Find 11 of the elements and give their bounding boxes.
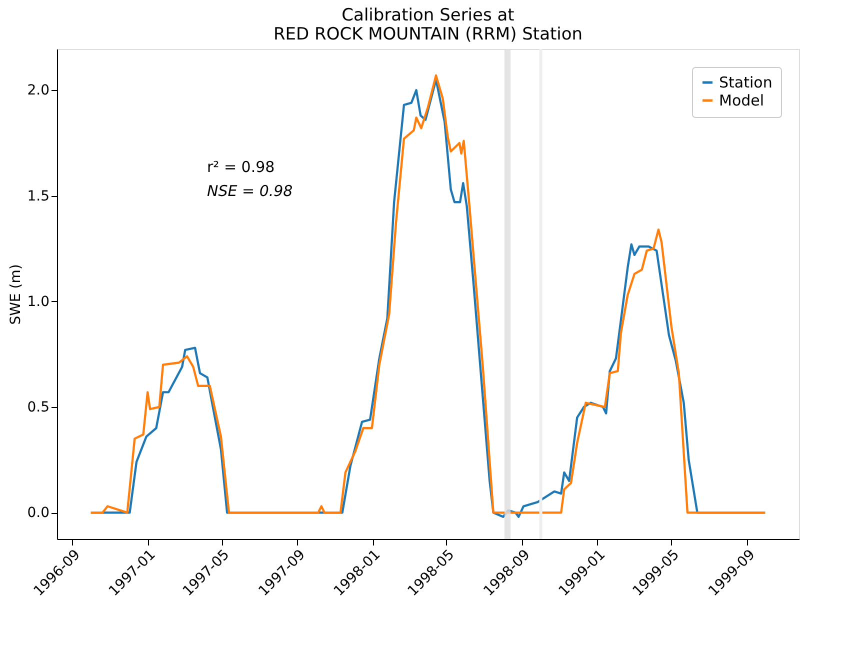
annotation: r² = 0.98 [207,158,275,176]
legend-label: Model [719,92,764,110]
chart-title: Calibration Series at RED ROCK MOUNTAIN (RRM) Station [273,6,583,44]
y-tick-label: 0.0 [27,505,50,522]
y-tick-label: 0.5 [27,399,50,416]
legend-label: Station [719,74,772,92]
y-tick-label: 1.0 [27,294,50,310]
annotation: NSE = 0.98 [207,182,293,200]
y-tick-label: 2.0 [27,82,50,99]
y-tick-label: 1.5 [27,188,50,204]
y-axis-title: SWE (m) [8,264,24,325]
